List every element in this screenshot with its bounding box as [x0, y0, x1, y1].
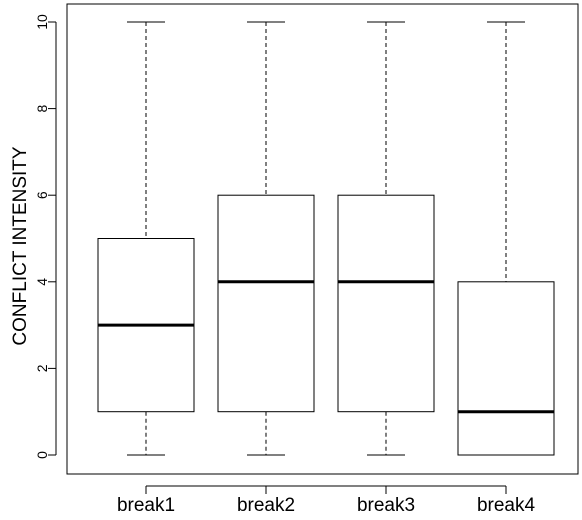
y-tick-label: 8 [34, 104, 50, 112]
y-tick-label: 10 [34, 14, 50, 30]
boxes-group [97, 21, 555, 456]
iqr-box [457, 281, 555, 456]
y-tick-label: 4 [34, 278, 50, 286]
y-tick-label: 6 [34, 191, 50, 199]
x-tick-label: break4 [477, 495, 536, 516]
x-axis: break1 break2 break3 break4 [117, 485, 536, 516]
iqr-box [217, 194, 315, 413]
y-tick-label: 2 [34, 364, 50, 372]
x-tick-label: break3 [357, 495, 415, 516]
box-break1 [97, 21, 195, 456]
box-break2 [217, 21, 315, 456]
iqr-box [337, 194, 435, 413]
plot-area [66, 3, 579, 475]
x-tick-label: break2 [237, 495, 295, 516]
y-axis-label: CONFLICT INTENSITY [10, 146, 31, 345]
y-axis: 0 2 4 6 8 10 [34, 14, 57, 459]
plot-frame [66, 3, 579, 475]
box-break4 [457, 21, 555, 456]
x-tick-label: break1 [117, 495, 175, 516]
y-tick-label: 0 [34, 451, 50, 459]
box-break3 [337, 21, 435, 456]
